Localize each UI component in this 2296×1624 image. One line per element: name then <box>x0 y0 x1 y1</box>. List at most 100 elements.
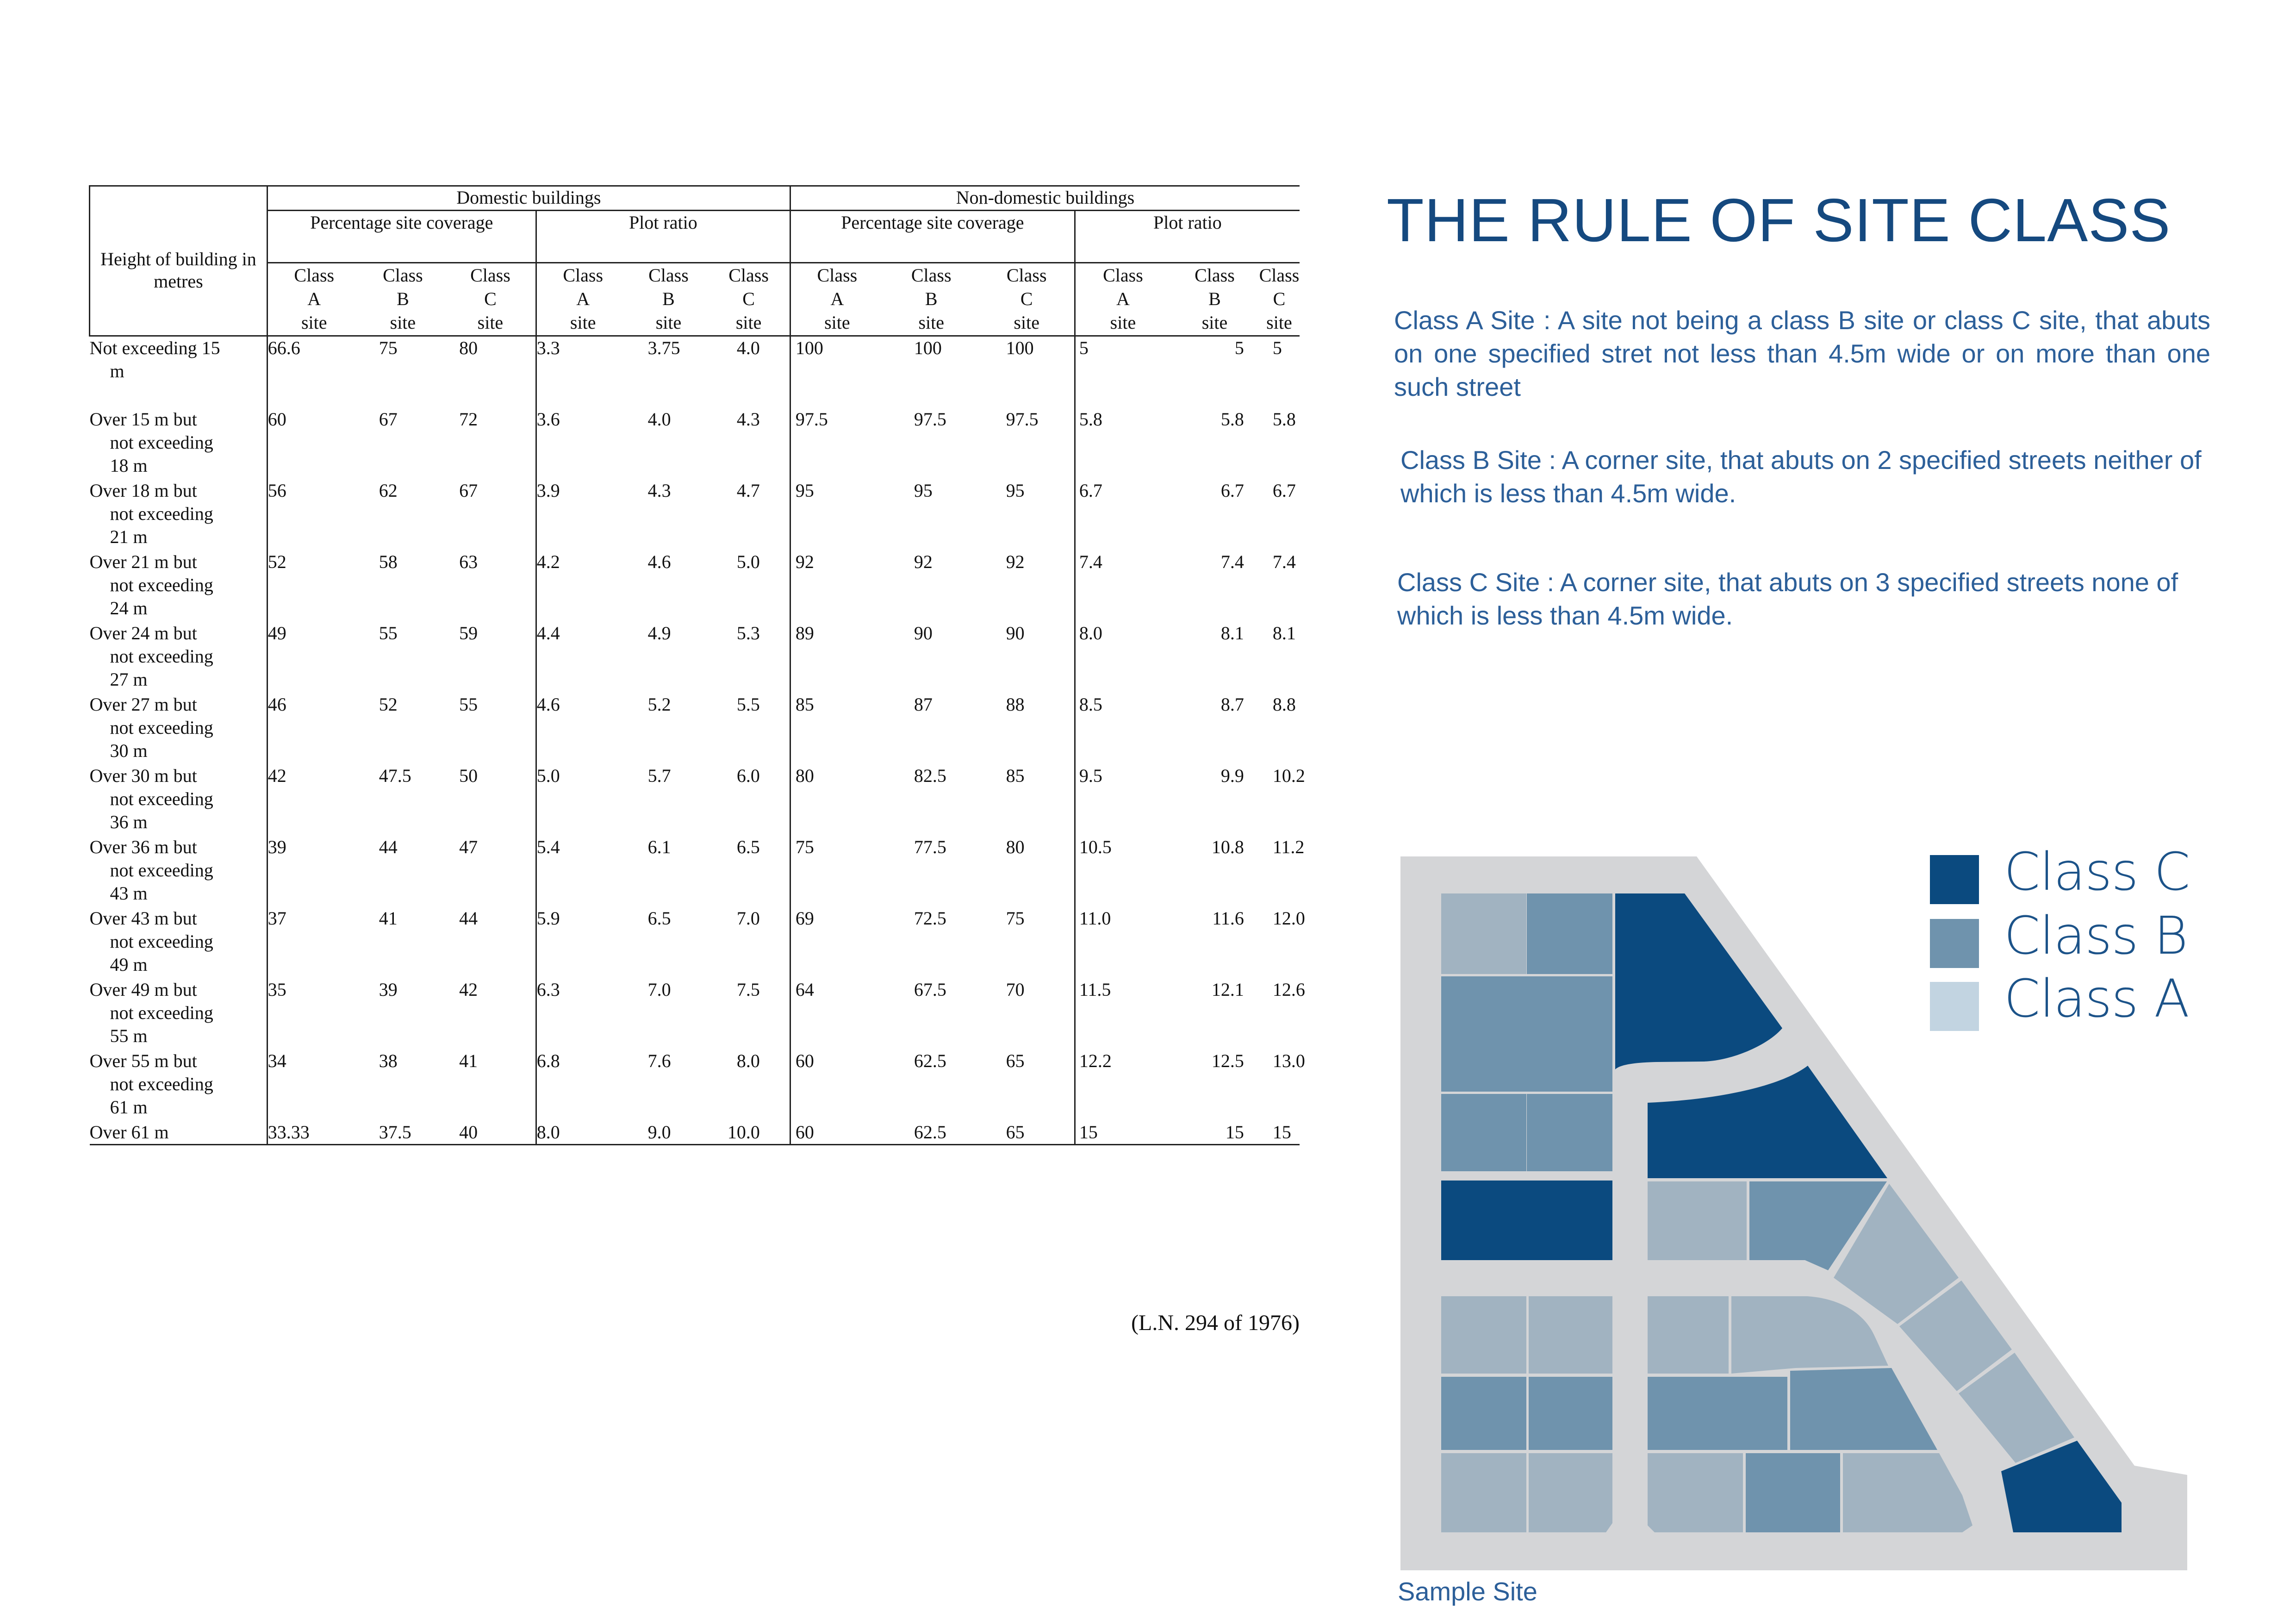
table-cell: 39 <box>379 979 398 1000</box>
table-cell: 47.5 <box>379 765 411 786</box>
table-cell: 5.4 <box>536 837 560 857</box>
table-cell: 63 <box>445 550 537 622</box>
row-height-label-line: Over 36 m but <box>89 837 197 857</box>
parcel-class-a <box>1441 893 1526 974</box>
legend-swatch-class-a <box>1930 982 1979 1031</box>
table-cell: 5.7 <box>647 765 671 786</box>
table-cell: 11.2 <box>1272 837 1305 857</box>
row-height-label-line: Over 15 m but <box>89 409 197 430</box>
table-cell: 70 <box>979 978 1076 1049</box>
table-cell: 62 <box>379 480 398 501</box>
table-row: Over 30 m but not exceeding 36 m 42 47.5 50 5.… <box>89 764 1305 836</box>
class-column-header: Class B site <box>1170 262 1259 337</box>
row-height-label-line: Over 30 m but <box>89 765 197 786</box>
row-height-label: Over 18 m but not exceeding 21 m <box>89 479 268 550</box>
class-column-header: Class C site <box>1258 262 1300 337</box>
table-cell: 60 <box>795 1050 814 1071</box>
table-cell: 15 <box>1170 1121 1259 1145</box>
table-cell: 10.5 <box>1079 837 1112 857</box>
table-cell: 82.5 <box>914 765 946 786</box>
row-height-label-line: 27 m <box>110 669 148 690</box>
table-cell: 56 <box>268 480 286 501</box>
table-cell: 6.3 <box>536 979 560 1000</box>
table-cell: 3.3 <box>536 337 560 358</box>
table-row: Over 27 m but not exceeding 30 m 46 52 55 4.6 5… <box>89 693 1300 764</box>
table-cell: 5.0 <box>708 550 791 622</box>
table-cell: 90 <box>914 623 933 643</box>
table-cell: 97.5 <box>914 409 946 430</box>
row-height-label: Over 27 m but not exceeding 30 m <box>89 693 268 764</box>
row-height-label: Over 24 m but not exceeding 27 m <box>89 622 268 693</box>
table-cell: 4.3 <box>708 408 791 479</box>
row-height-label: Over 21 m but not exceeding 24 m <box>89 550 268 622</box>
parcel-class-a <box>1959 1353 2074 1463</box>
table-cell: 64 <box>795 979 814 1000</box>
table-cell: 65 <box>979 1121 1076 1145</box>
table-cell: 95 <box>914 480 933 501</box>
subgroup-header: Percentage site coverage <box>267 210 537 263</box>
legend-label: Class C <box>2004 842 2190 902</box>
table-cell: 9.0 <box>629 1121 708 1145</box>
table-cell: 7.4 <box>1272 551 1296 572</box>
class-column-header: Class B site <box>629 262 708 337</box>
table-cell: 5.8 <box>1079 409 1102 430</box>
site-coverage-table-container: Height of building in metres Domestic bu… <box>89 185 1305 1335</box>
table-cell: 39 <box>268 837 286 857</box>
row-height-label-line: 18 m <box>110 455 148 476</box>
table-row: Over 15 m but not exceeding 18 m 60 67 72 3.6 4… <box>89 408 1300 479</box>
row-height-label-line: 49 m <box>110 954 148 975</box>
table-cell: 6.8 <box>536 1050 560 1071</box>
table-cell: 75 <box>795 837 814 857</box>
parcel-class-b <box>1746 1453 1840 1532</box>
table-cell: 92 <box>979 550 1076 622</box>
table-cell: 97.5 <box>979 408 1076 479</box>
table-cell: 38 <box>379 1050 398 1071</box>
parcel-class-b <box>1790 1368 1937 1450</box>
parcel-class-b <box>1527 1094 1612 1171</box>
table-row: Over 43 m but not exceeding 49 m 37 41 44 5.9 6… <box>89 907 1305 978</box>
table-cell: 10.0 <box>708 1121 791 1145</box>
row-height-label-line: Not exceeding 15 <box>89 337 220 358</box>
table-cell: 4.7 <box>708 479 791 550</box>
parcel-class-a <box>1843 1453 1972 1532</box>
table-cell: 7.0 <box>708 907 791 978</box>
table-cell: 5 <box>1234 337 1244 358</box>
table-cell: 8.0 <box>1079 623 1102 643</box>
class-column-header: Class C site <box>445 262 537 337</box>
class-b-description: Class B Site : A corner site, that abuts… <box>1400 445 2202 508</box>
class-a-description: Class A Site : A site not being a class … <box>1394 306 2210 401</box>
table-cell: 87 <box>914 694 933 715</box>
table-cell: 12.2 <box>1079 1050 1112 1071</box>
row-height-label-line: Over 21 m but <box>89 551 197 572</box>
table-cell: 5.8 <box>1220 409 1244 430</box>
height-column-header: Height of building in metres <box>89 185 268 337</box>
row-height-label-line: not exceeding <box>110 1074 213 1094</box>
table-row: Over 18 m but not exceeding 21 m 56 62 67 3.9 4… <box>89 479 1300 550</box>
class-column-header: Class A site <box>790 262 884 337</box>
table-cell: 72.5 <box>914 908 946 929</box>
table-cell: 6.7 <box>1220 480 1244 501</box>
row-height-label: Over 15 m but not exceeding 18 m <box>89 408 268 479</box>
row-height-label-line: 43 m <box>110 883 148 904</box>
table-cell: 9.9 <box>1220 765 1244 786</box>
parcel-class-a <box>1834 1184 1959 1324</box>
table-row: Over 61 m 33.33 37.5 40 8.0 9.0 10.0 60 62.5 65 15… <box>89 1121 1300 1145</box>
table-cell: 35 <box>268 979 286 1000</box>
table-cell: 11.5 <box>1079 979 1111 1000</box>
row-height-label-line: not exceeding <box>110 931 213 952</box>
table-cell: 4.3 <box>647 480 671 501</box>
table-cell: 65 <box>979 1049 1076 1121</box>
parcel-class-c <box>1615 893 1782 1069</box>
legend-label: Class A <box>2004 969 2190 1029</box>
row-height-label: Over 36 m but not exceeding 43 m <box>89 836 268 907</box>
class-column-header: Class B site <box>360 262 446 337</box>
parcel-class-b <box>1441 1094 1526 1171</box>
table-cell: 46 <box>268 694 286 715</box>
row-height-label: Over 49 m but not exceeding 55 m <box>89 978 268 1049</box>
table-cell: 59 <box>445 622 537 693</box>
legend-swatch-class-c <box>1930 855 1979 904</box>
class-column-header: Class A site <box>267 262 361 337</box>
table-cell: 100 <box>795 337 823 358</box>
table-cell: 8.1 <box>1272 623 1296 643</box>
table-cell: 37 <box>268 908 286 929</box>
